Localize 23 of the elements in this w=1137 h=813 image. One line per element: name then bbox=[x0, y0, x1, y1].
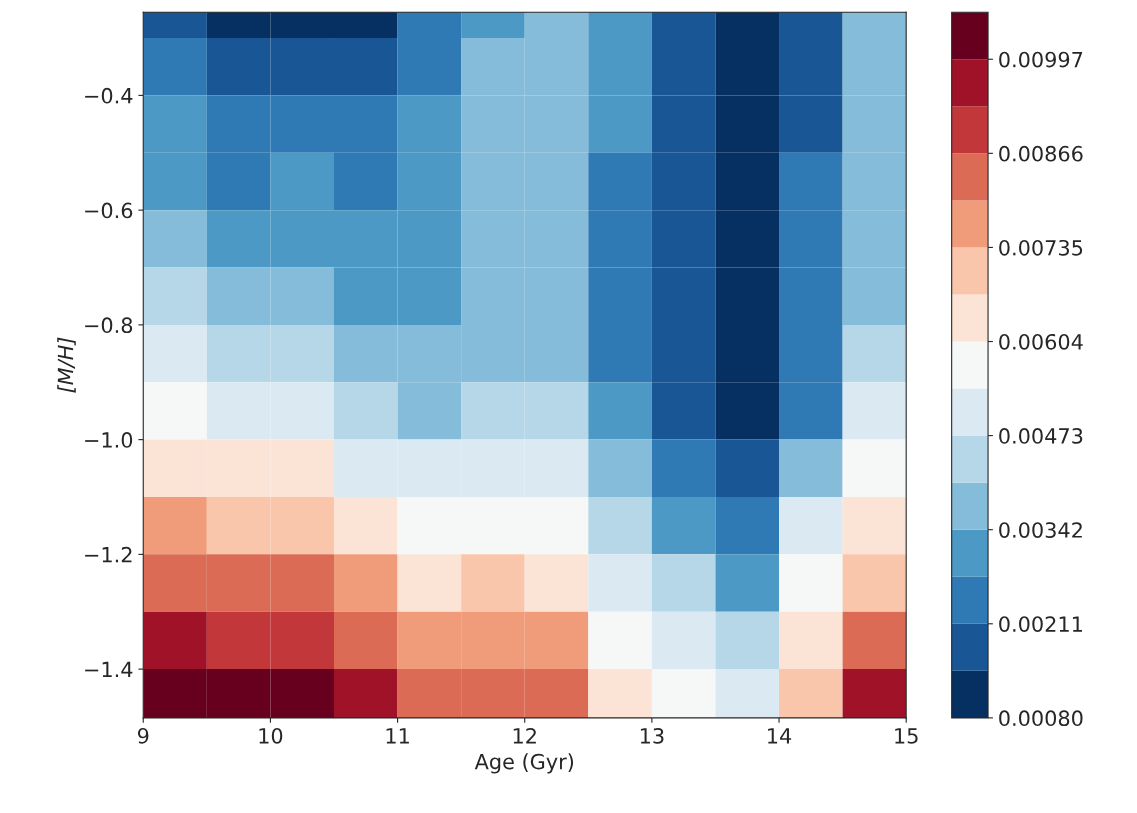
y-tick-label: −0.6 bbox=[85, 202, 133, 219]
x-tick-label: 14 bbox=[768, 728, 792, 744]
x-tick-label: 11 bbox=[386, 728, 409, 744]
y-tick-label: −1.0 bbox=[85, 432, 133, 448]
x-tick-label: 15 bbox=[895, 728, 918, 744]
color-bar-label: 0.00735 bbox=[999, 239, 1083, 256]
color-bar-label: 0.00997 bbox=[999, 51, 1083, 68]
color-bar-label: 0.00866 bbox=[999, 145, 1083, 162]
x-tick-label: 9 bbox=[137, 727, 149, 744]
y-tick-label: −0.8 bbox=[85, 317, 133, 334]
x-axis-title: Age (Gyr) bbox=[474, 753, 574, 774]
color-bar-label: 0.00604 bbox=[999, 333, 1083, 350]
color-bar-label: 0.00211 bbox=[999, 616, 1082, 632]
color-bar-label: 0.00473 bbox=[999, 428, 1083, 444]
color-bar-label: 0.00342 bbox=[999, 522, 1082, 538]
y-tick-label: −1.2 bbox=[85, 546, 132, 563]
x-tick-label: 13 bbox=[640, 727, 664, 744]
x-tick-label: 10 bbox=[259, 727, 283, 744]
color-bar-label: 0.00080 bbox=[999, 710, 1083, 727]
x-tick-label: 12 bbox=[513, 727, 536, 744]
y-axis-title: [M/H] bbox=[57, 337, 76, 393]
y-tick-label: −0.4 bbox=[85, 87, 133, 104]
y-tick-label: −1.4 bbox=[85, 661, 133, 678]
